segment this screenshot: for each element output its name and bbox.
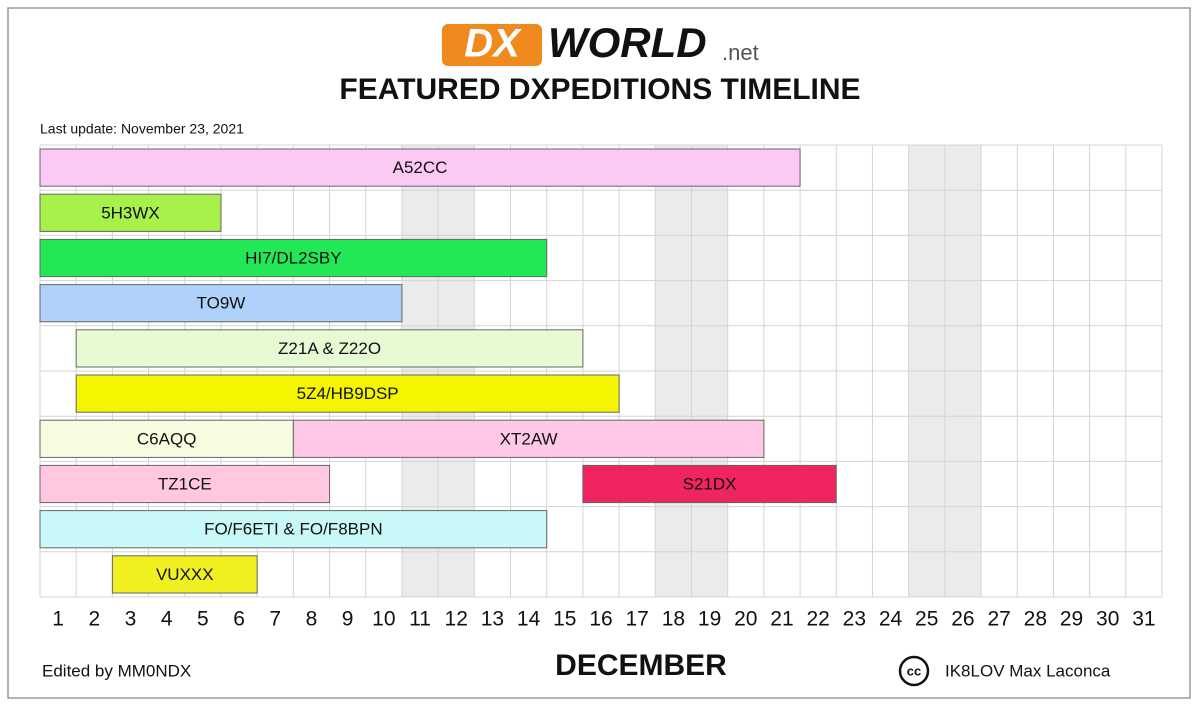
bar bbox=[111, 555, 258, 594]
x-tick-label: 6 bbox=[233, 608, 245, 631]
x-tick-label: 8 bbox=[306, 608, 318, 631]
x-tick-label: 14 bbox=[517, 608, 541, 631]
x-tick-label: 17 bbox=[626, 608, 649, 631]
bar-label: TO9W bbox=[197, 294, 246, 313]
credit: IK8LOV Max Laconca bbox=[945, 661, 1111, 680]
x-tick-label: 30 bbox=[1096, 608, 1119, 631]
logo-badge bbox=[442, 24, 542, 66]
x-tick-label: 22 bbox=[806, 608, 829, 631]
bar-label: 5Z4/HB9DSP bbox=[297, 384, 399, 403]
bar bbox=[39, 238, 548, 278]
x-tick-label: 19 bbox=[698, 608, 721, 631]
bar-label: C6AQQ bbox=[137, 429, 197, 448]
bar-label: S21DX bbox=[683, 474, 737, 493]
editor: Edited by MM0NDX bbox=[42, 661, 191, 680]
logo-world: WORLD bbox=[548, 19, 707, 66]
logo-dx: DX bbox=[464, 22, 522, 66]
bar-label: A52CC bbox=[393, 158, 448, 177]
bar-label: TZ1CE bbox=[158, 474, 212, 493]
x-tick-label: 12 bbox=[445, 608, 468, 631]
x-tick-label: 1 bbox=[52, 608, 64, 631]
bar bbox=[39, 193, 222, 232]
license-icon: cc bbox=[907, 663, 921, 678]
bar-label: VUXXX bbox=[156, 565, 214, 584]
bar bbox=[39, 284, 403, 323]
x-tick-label: 5 bbox=[197, 608, 209, 631]
subtitle: Last update: November 23, 2021 bbox=[40, 121, 244, 137]
x-tick-label: 25 bbox=[915, 608, 938, 631]
plot: 1 2 3 4 5 6 7 8 9 10 11 12 13 14 15 16 17 18 19 20 21 22 23 24 2… bbox=[39, 144, 1163, 631]
x-tick-label: 23 bbox=[843, 608, 866, 631]
x-tick-label: 16 bbox=[589, 608, 612, 631]
bar-label: XT2AW bbox=[500, 429, 558, 448]
chart-title: FEATURED DXPEDITIONS TIMELINE bbox=[339, 73, 860, 106]
bar bbox=[75, 329, 584, 368]
x-tick-label: 7 bbox=[269, 608, 281, 631]
x-axis-label: DECEMBER bbox=[555, 649, 727, 682]
x-tick-label: 27 bbox=[987, 608, 1010, 631]
x-tick-label: 3 bbox=[125, 608, 137, 631]
bar-label: Z21A & Z22O bbox=[278, 339, 381, 358]
x-tick-label: 13 bbox=[481, 608, 504, 631]
x-tick-label: 21 bbox=[770, 608, 793, 631]
x-tick-label: 31 bbox=[1132, 608, 1155, 631]
x-tick-label: 24 bbox=[879, 608, 903, 631]
x-tick-label: 2 bbox=[88, 608, 100, 631]
bar-label: FO/F6ETI & FO/F8BPN bbox=[204, 520, 383, 539]
logo-net: .net bbox=[722, 40, 759, 65]
logo: DX WORLD .net bbox=[442, 19, 759, 66]
x-tick-label: 29 bbox=[1060, 608, 1083, 631]
x-tick-label: 15 bbox=[553, 608, 576, 631]
bar bbox=[39, 148, 801, 187]
bar bbox=[292, 419, 765, 458]
bar bbox=[39, 464, 331, 504]
x-tick-label: 4 bbox=[161, 608, 173, 631]
bar bbox=[39, 510, 548, 549]
license-icon-ring bbox=[898, 655, 930, 687]
x-tick-label: 11 bbox=[409, 608, 431, 631]
x-tick-label: 10 bbox=[372, 608, 395, 631]
bar-label: 5H3WX bbox=[101, 203, 160, 222]
bar bbox=[582, 464, 837, 504]
x-tick-label: 26 bbox=[951, 608, 974, 631]
bar-label: HI7/DL2SBY bbox=[245, 248, 341, 267]
x-tick-label: 18 bbox=[662, 608, 685, 631]
bar bbox=[75, 374, 620, 413]
x-tick-label: 9 bbox=[342, 608, 354, 631]
x-tick-label: 28 bbox=[1024, 608, 1047, 631]
x-tick-label: 20 bbox=[734, 608, 757, 631]
